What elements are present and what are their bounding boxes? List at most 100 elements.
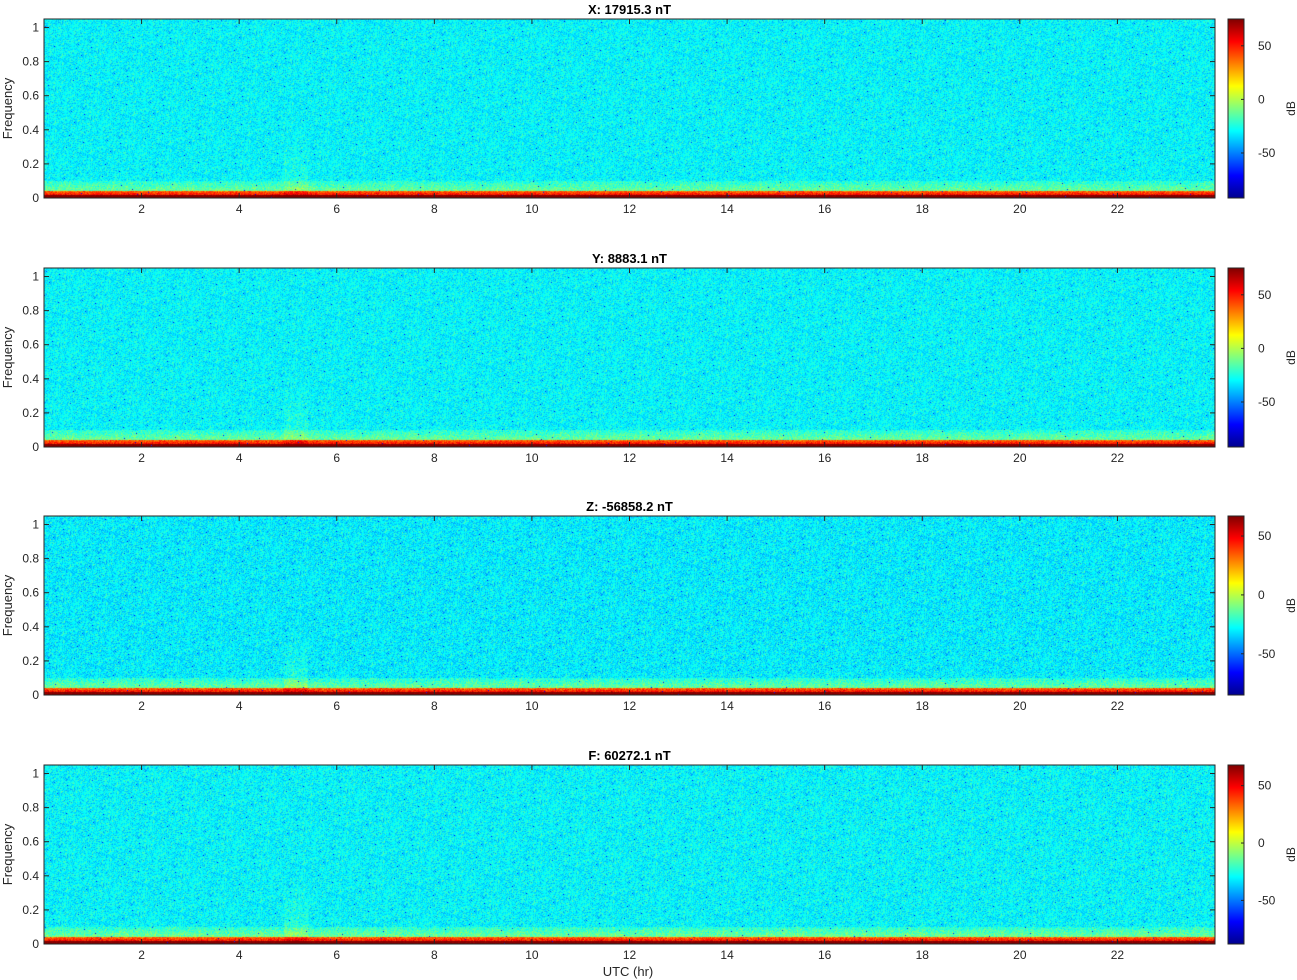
y-tick-label: 0 — [32, 440, 39, 454]
y-tick-label: 0.8 — [22, 304, 39, 318]
panel-title: Z: -56858.2 nT — [586, 499, 673, 514]
x-tick-label: 4 — [236, 451, 243, 465]
colorbar-tick-label: 50 — [1258, 779, 1272, 793]
x-tick-label: 12 — [623, 451, 637, 465]
x-tick-label: 22 — [1111, 699, 1125, 713]
spectrogram-heatmap — [44, 765, 1215, 944]
y-tick-label: 0.4 — [22, 869, 39, 883]
colorbar-label: dB — [1284, 598, 1297, 613]
colorbar-tick-label: -50 — [1258, 395, 1276, 409]
colorbar-tick-label: 0 — [1258, 92, 1265, 106]
x-tick-label: 22 — [1111, 948, 1125, 962]
spectrogram-heatmap — [44, 268, 1215, 447]
x-tick-label: 10 — [525, 202, 539, 216]
x-tick-label: 4 — [236, 699, 243, 713]
x-tick-label: 8 — [431, 451, 438, 465]
y-axis-label: Frequency — [0, 77, 15, 139]
y-tick-label: 0.2 — [22, 157, 39, 171]
colorbar-tick-label: -50 — [1258, 893, 1276, 907]
y-tick-label: 0.6 — [22, 586, 39, 600]
colorbar-tick-label: -50 — [1258, 647, 1276, 661]
colorbar-tick-label: 50 — [1258, 39, 1272, 53]
x-tick-label: 2 — [138, 202, 145, 216]
y-tick-label: 0.6 — [22, 835, 39, 849]
panel-title: X: 17915.3 nT — [588, 2, 671, 17]
x-tick-label: 18 — [916, 948, 930, 962]
y-axis-label: Frequency — [0, 326, 15, 388]
x-tick-label: 12 — [623, 948, 637, 962]
y-tick-label: 1 — [32, 767, 39, 781]
y-tick-label: 1 — [32, 518, 39, 532]
x-tick-label: 14 — [720, 451, 734, 465]
y-tick-label: 0.4 — [22, 372, 39, 386]
y-tick-label: 0.6 — [22, 89, 39, 103]
colorbar — [1227, 764, 1245, 945]
x-tick-label: 6 — [333, 202, 340, 216]
colorbar-label: dB — [1284, 350, 1297, 365]
x-tick-label: 8 — [431, 699, 438, 713]
y-tick-label: 0.8 — [22, 801, 39, 815]
x-tick-label: 20 — [1013, 202, 1027, 216]
x-tick-label: 12 — [623, 202, 637, 216]
x-tick-label: 4 — [236, 948, 243, 962]
y-tick-label: 0 — [32, 688, 39, 702]
colorbar — [1227, 515, 1245, 696]
x-tick-label: 8 — [431, 948, 438, 962]
y-tick-label: 0.2 — [22, 654, 39, 668]
x-tick-label: 18 — [916, 451, 930, 465]
x-tick-label: 4 — [236, 202, 243, 216]
x-tick-label: 2 — [138, 451, 145, 465]
colorbar — [1227, 18, 1245, 199]
panel-title: Y: 8883.1 nT — [592, 251, 667, 266]
x-tick-label: 18 — [916, 699, 930, 713]
x-tick-label: 16 — [818, 948, 832, 962]
x-tick-label: 20 — [1013, 948, 1027, 962]
colorbar-label: dB — [1284, 847, 1297, 862]
x-tick-label: 10 — [525, 948, 539, 962]
x-tick-label: 20 — [1013, 451, 1027, 465]
panel-title: F: 60272.1 nT — [588, 748, 670, 763]
x-tick-label: 12 — [623, 699, 637, 713]
y-axis-label: Frequency — [0, 574, 15, 636]
x-tick-label: 14 — [720, 699, 734, 713]
x-tick-label: 6 — [333, 699, 340, 713]
x-tick-label: 18 — [916, 202, 930, 216]
y-tick-label: 0.8 — [22, 55, 39, 69]
y-tick-label: 0.2 — [22, 903, 39, 917]
x-tick-label: 8 — [431, 202, 438, 216]
colorbar-tick-label: 50 — [1258, 529, 1272, 543]
colorbar-tick-label: 50 — [1258, 288, 1272, 302]
x-tick-label: 16 — [818, 699, 832, 713]
x-tick-label: 20 — [1013, 699, 1027, 713]
y-tick-label: 0.2 — [22, 406, 39, 420]
x-tick-label: 2 — [138, 699, 145, 713]
y-tick-label: 0 — [32, 191, 39, 205]
x-tick-label: 6 — [333, 948, 340, 962]
colorbar-tick-label: -50 — [1258, 146, 1276, 160]
y-tick-label: 0.4 — [22, 123, 39, 137]
x-tick-label: 6 — [333, 451, 340, 465]
colorbar-tick-label: 0 — [1258, 836, 1265, 850]
y-tick-label: 0.6 — [22, 338, 39, 352]
colorbar-tick-label: 0 — [1258, 341, 1265, 355]
x-tick-label: 10 — [525, 451, 539, 465]
x-axis-label: UTC (hr) — [603, 964, 654, 979]
x-tick-label: 14 — [720, 202, 734, 216]
x-tick-label: 10 — [525, 699, 539, 713]
colorbar-tick-label: 0 — [1258, 588, 1265, 602]
spectrogram-heatmap — [44, 516, 1215, 695]
x-tick-label: 22 — [1111, 202, 1125, 216]
y-tick-label: 1 — [32, 21, 39, 35]
x-tick-label: 14 — [720, 948, 734, 962]
y-tick-label: 1 — [32, 270, 39, 284]
x-tick-label: 2 — [138, 948, 145, 962]
colorbar — [1227, 267, 1245, 448]
x-tick-label: 16 — [818, 451, 832, 465]
y-tick-label: 0 — [32, 937, 39, 951]
x-tick-label: 16 — [818, 202, 832, 216]
